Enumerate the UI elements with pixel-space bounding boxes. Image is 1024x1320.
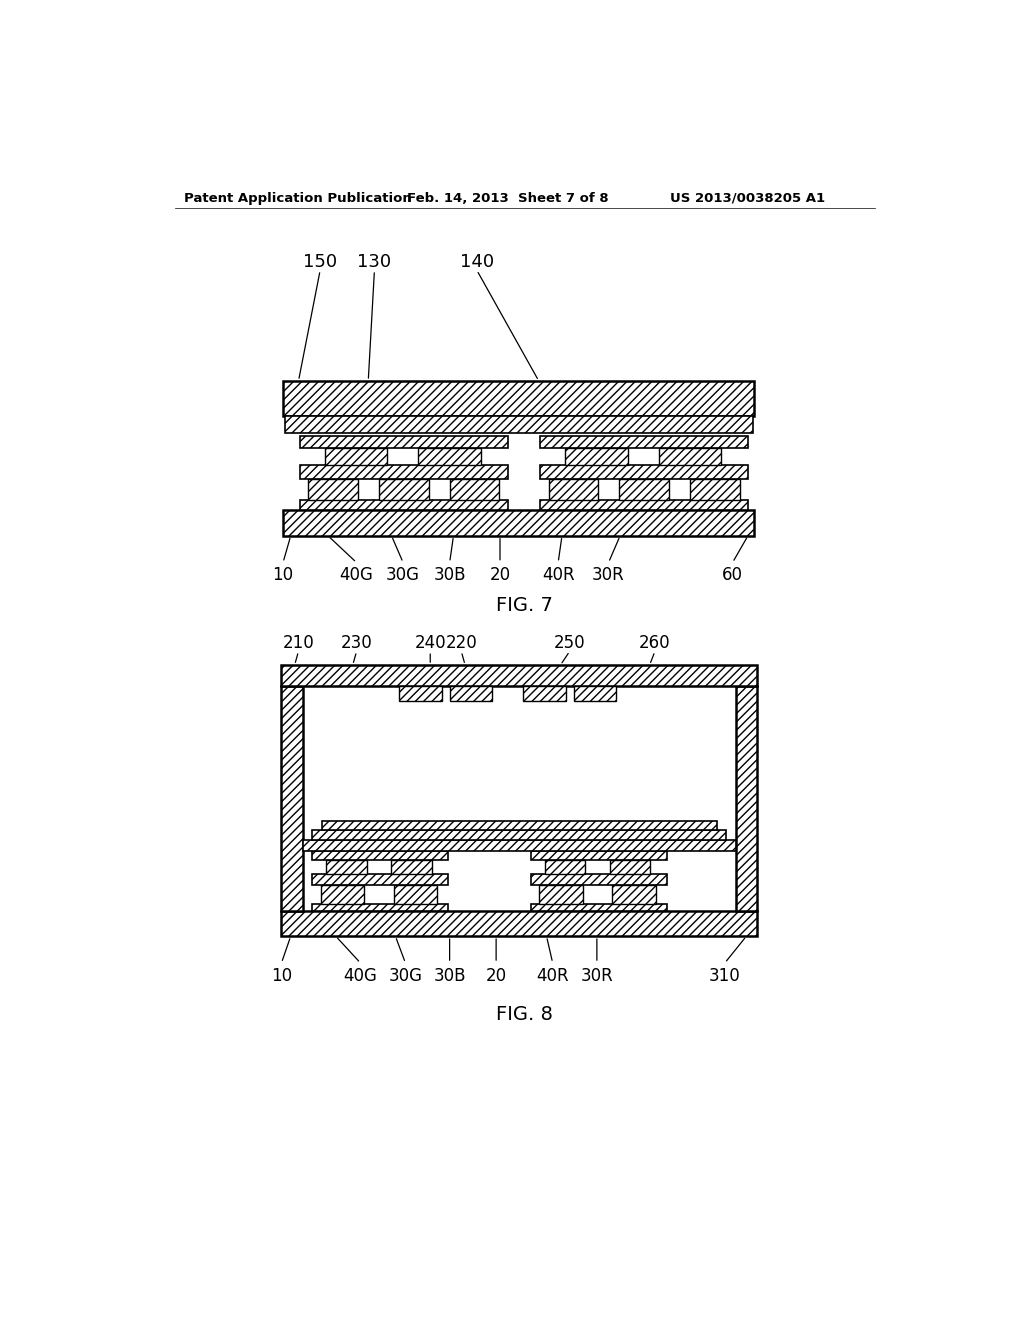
Bar (545, 859, 586, 874)
Text: 140: 140 (460, 253, 494, 272)
Bar (450, 479, 500, 500)
Bar (419, 447, 480, 465)
Bar (541, 465, 748, 479)
Bar (690, 479, 739, 500)
Bar (612, 886, 655, 904)
Bar (523, 686, 566, 701)
Bar (282, 665, 758, 686)
Text: 20: 20 (485, 966, 507, 985)
Text: 30G: 30G (388, 966, 423, 985)
Bar (321, 886, 364, 904)
Bar (573, 686, 616, 701)
Bar (531, 850, 667, 859)
Bar (322, 821, 717, 830)
Bar (531, 874, 667, 886)
Text: 210: 210 (283, 635, 314, 652)
Text: 60: 60 (722, 566, 743, 585)
Text: 230: 230 (341, 635, 373, 652)
Bar (282, 686, 303, 911)
Text: FIG. 7: FIG. 7 (497, 595, 553, 615)
Bar (394, 886, 437, 904)
Bar (450, 686, 493, 701)
Text: 20: 20 (489, 566, 511, 585)
Bar (620, 479, 669, 500)
Bar (312, 874, 449, 886)
Bar (541, 436, 748, 447)
Text: 30G: 30G (386, 566, 420, 585)
Bar (312, 850, 449, 859)
Bar (541, 500, 748, 510)
Text: Feb. 14, 2013  Sheet 7 of 8: Feb. 14, 2013 Sheet 7 of 8 (407, 191, 608, 205)
Bar (379, 479, 429, 500)
Bar (735, 686, 758, 911)
Text: 240: 240 (415, 635, 446, 652)
Text: 10: 10 (272, 566, 294, 585)
Text: 30B: 30B (433, 966, 466, 985)
Bar (549, 479, 598, 500)
Bar (399, 686, 442, 701)
Bar (312, 904, 449, 911)
Text: 310: 310 (709, 966, 740, 985)
Text: 30B: 30B (433, 566, 466, 585)
Bar (531, 904, 667, 911)
Bar (565, 447, 628, 465)
Bar (303, 840, 735, 850)
Text: 30R: 30R (581, 966, 613, 985)
Text: 40R: 40R (537, 966, 569, 985)
Text: 10: 10 (271, 966, 292, 985)
Text: 220: 220 (445, 635, 477, 652)
Bar (391, 859, 432, 874)
Text: 260: 260 (639, 635, 671, 652)
Bar (283, 510, 755, 536)
Bar (283, 381, 755, 416)
Bar (312, 830, 726, 840)
Text: 150: 150 (303, 253, 337, 272)
Bar (325, 447, 387, 465)
Bar (609, 859, 650, 874)
Bar (285, 416, 753, 433)
Text: 250: 250 (554, 635, 586, 652)
Bar (658, 447, 721, 465)
Text: Patent Application Publication: Patent Application Publication (183, 191, 412, 205)
Bar (540, 886, 583, 904)
Bar (300, 465, 508, 479)
Text: 130: 130 (357, 253, 391, 272)
Bar (308, 479, 358, 500)
Bar (300, 500, 508, 510)
Bar (300, 436, 508, 447)
Bar (282, 911, 758, 936)
Text: 40G: 40G (344, 966, 378, 985)
Text: 40R: 40R (542, 566, 574, 585)
Text: 40G: 40G (340, 566, 374, 585)
Text: FIG. 8: FIG. 8 (497, 1006, 553, 1024)
Bar (326, 859, 367, 874)
Text: US 2013/0038205 A1: US 2013/0038205 A1 (671, 191, 825, 205)
Text: 30R: 30R (592, 566, 625, 585)
